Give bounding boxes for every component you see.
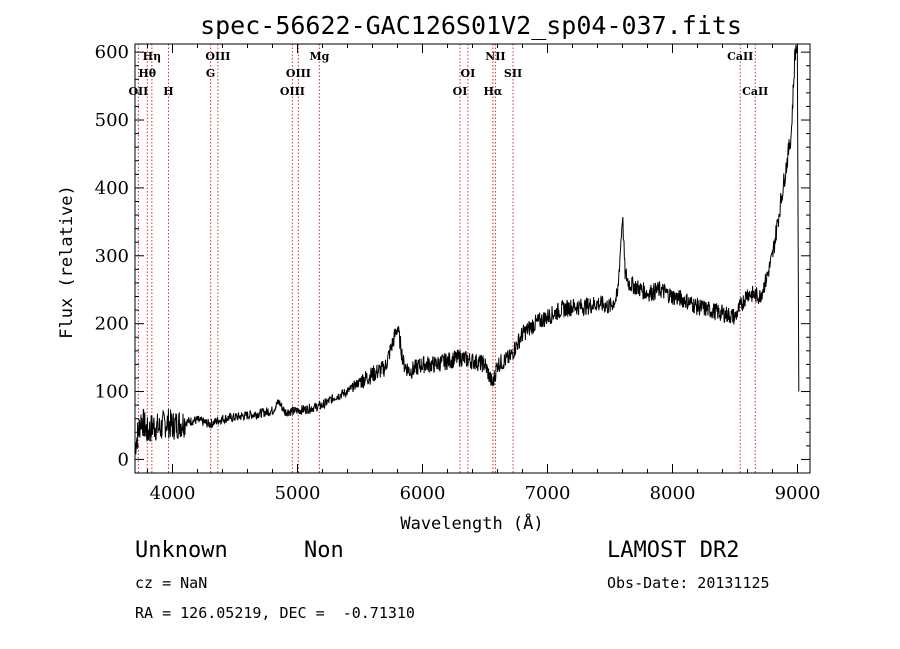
x-tick-label-1: 5000 — [275, 483, 321, 504]
y-tick-label-6: 600 — [95, 42, 129, 63]
line-label-8: Mg — [309, 50, 329, 63]
line-label-11: NII — [485, 50, 505, 63]
line-label-6: OIII — [286, 67, 311, 80]
line-label-12: Hα — [483, 85, 502, 98]
line-label-2: OII — [128, 85, 148, 98]
line-label-5: G — [206, 67, 215, 80]
x-axis-label: Wavelength (Å) — [400, 512, 543, 534]
spectral-class: Unknown — [135, 538, 228, 563]
y-tick-label-3: 300 — [95, 246, 129, 267]
line-label-4: OIII — [205, 50, 230, 63]
x-tick-label-3: 7000 — [525, 483, 571, 504]
spectrum-chart: spec-56622-GAC126S01V2_sp04-037.fits HηH… — [57, 11, 821, 534]
cz-value: cz = NaN — [135, 574, 208, 592]
spectrum-line — [134, 43, 800, 455]
survey-name: LAMOST DR2 — [607, 538, 740, 563]
y-tick-label-0: 0 — [118, 449, 129, 470]
x-tick-label-5: 9000 — [775, 483, 821, 504]
line-label-10: OI — [453, 85, 468, 98]
spectrum-series — [134, 43, 800, 455]
plot-frame — [134, 43, 811, 474]
spectral-subclass: Non — [304, 538, 344, 563]
line-label-3: H — [163, 85, 173, 98]
y-tick-label-1: 100 — [95, 382, 129, 403]
line-label-0: Hη — [143, 50, 161, 63]
line-label-1: Hθ — [138, 67, 156, 80]
axis-ticks: 4000 5000 6000 7000 8000 9000 0 100 200 300 400 500… — [95, 42, 821, 504]
line-label-14: CaII — [727, 50, 753, 63]
x-tick-label-2: 6000 — [400, 483, 446, 504]
obs-date: Obs-Date: 20131125 — [607, 574, 770, 592]
line-label-15: CaII — [742, 85, 768, 98]
y-axis-label: Flux (relative) — [57, 185, 77, 339]
chart-title: spec-56622-GAC126S01V2_sp04-037.fits — [200, 11, 742, 40]
y-tick-label-4: 400 — [95, 178, 129, 199]
line-label-13: SII — [504, 67, 522, 80]
y-tick-label-2: 200 — [95, 314, 129, 335]
y-tick-label-5: 500 — [95, 110, 129, 131]
x-tick-label-4: 8000 — [650, 483, 696, 504]
line-label-9: OI — [461, 67, 476, 80]
x-tick-label-0: 4000 — [150, 483, 196, 504]
ra-dec: RA = 126.05219, DEC = -0.71310 — [135, 604, 415, 622]
line-label-7: OIII — [280, 85, 305, 98]
